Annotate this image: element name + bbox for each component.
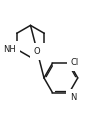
Text: O: O xyxy=(34,47,41,56)
Text: N: N xyxy=(70,93,77,102)
Text: NH: NH xyxy=(3,45,16,54)
Text: Cl: Cl xyxy=(71,58,79,67)
